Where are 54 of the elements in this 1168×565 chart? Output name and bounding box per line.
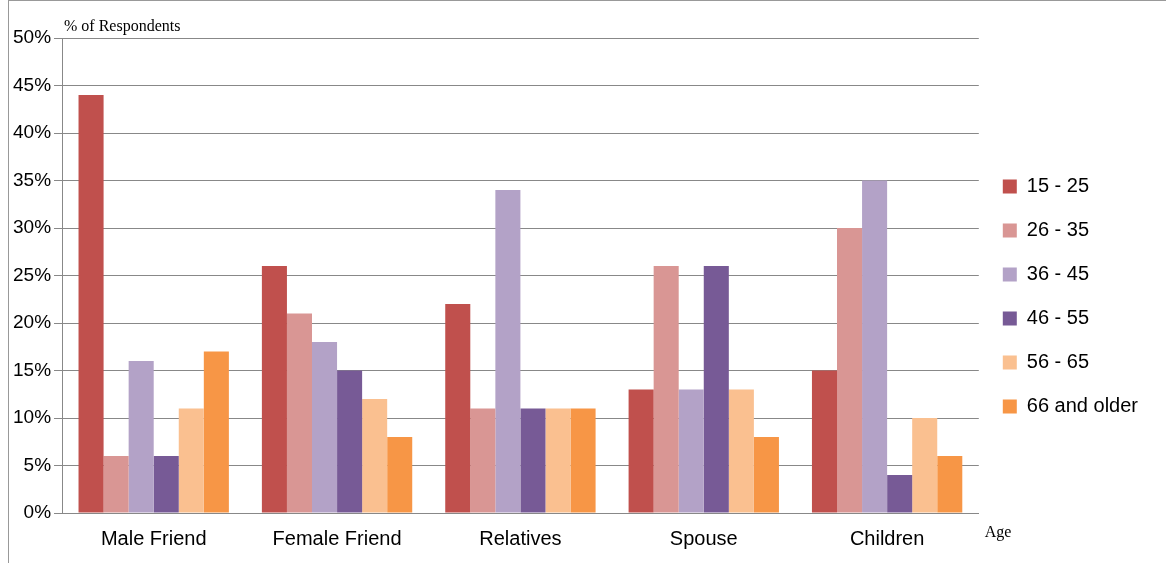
x-tick-label: Spouse — [669, 526, 738, 549]
y-tick-label: 0% — [23, 501, 52, 523]
legend-label: 36 - 45 — [1026, 262, 1090, 285]
bar — [153, 456, 179, 513]
y-tick-label: 30% — [13, 216, 52, 238]
bar — [203, 351, 229, 513]
x-tick-label: Children — [849, 526, 925, 549]
bar — [653, 266, 679, 513]
bar — [570, 408, 596, 513]
legend-label: 66 and older — [1026, 394, 1139, 417]
bar — [837, 228, 863, 513]
x-tick-label: Male Friend — [100, 526, 207, 549]
bar — [128, 361, 154, 513]
bar — [912, 418, 938, 513]
legend-label: 46 - 55 — [1026, 306, 1090, 329]
y-tick-label: 25% — [13, 263, 52, 285]
x-tick-label: Relatives — [479, 526, 562, 549]
bar — [753, 437, 779, 513]
y-tick-label: 15% — [13, 358, 52, 380]
x-axis-title: Age — [984, 523, 1012, 542]
y-tick-label: 35% — [13, 168, 52, 190]
y-tick-label: 20% — [13, 311, 52, 333]
bar — [286, 313, 312, 513]
bar — [337, 370, 363, 513]
x-tick-label: Female Friend — [272, 526, 402, 549]
bar — [520, 408, 546, 513]
y-tick-label: 5% — [23, 453, 52, 475]
legend-label: 15 - 25 — [1026, 174, 1090, 197]
y-tick-label: 50% — [13, 26, 52, 48]
bar — [678, 389, 704, 513]
legend-label: 26 - 35 — [1026, 218, 1090, 241]
bar — [470, 408, 496, 513]
bar — [445, 304, 471, 513]
y-axis-title: % of Respondents — [64, 17, 181, 36]
bar — [937, 456, 963, 513]
bar — [862, 180, 888, 513]
bar — [495, 190, 521, 513]
y-tick-label: 10% — [13, 406, 52, 428]
bar — [545, 408, 571, 513]
bar — [811, 370, 838, 513]
y-tick-label: 45% — [13, 73, 52, 95]
bar — [703, 266, 729, 513]
y-tick-label: 40% — [13, 121, 52, 143]
bar — [362, 399, 388, 513]
bar — [628, 389, 654, 513]
bar — [78, 95, 104, 513]
bar — [312, 342, 338, 513]
legend-label: 56 - 65 — [1026, 350, 1090, 373]
bar — [887, 475, 913, 513]
bar — [261, 266, 287, 513]
bar — [178, 408, 204, 513]
bar — [387, 437, 413, 513]
bar — [103, 456, 129, 513]
bar — [728, 389, 754, 513]
